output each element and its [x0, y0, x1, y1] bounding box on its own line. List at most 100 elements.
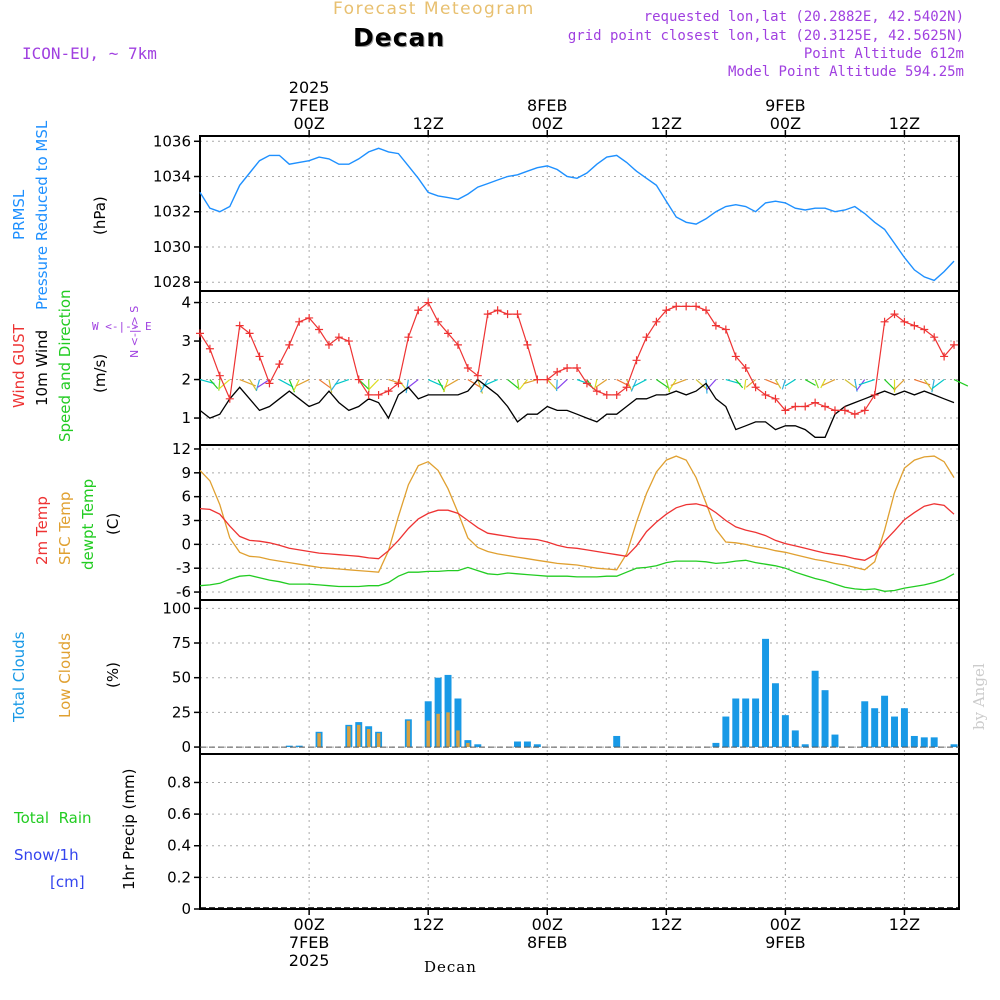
wind-direction-arrow — [923, 379, 934, 392]
wind-direction-arrow — [743, 379, 747, 390]
wind-direction-arrow — [667, 379, 677, 392]
bottom-time-label: 00Z — [532, 915, 563, 934]
total-cloud-bar — [285, 745, 293, 748]
wind-gust-point — [781, 406, 790, 415]
wind-direction-arrow — [632, 379, 647, 388]
low-cloud-bar — [426, 720, 430, 748]
top-time-label: 9FEB — [765, 96, 805, 115]
temperature-ytick-label: 12 — [172, 440, 191, 458]
t2m-line — [199, 503, 955, 561]
wind-gust-point — [225, 394, 234, 403]
total-cloud-bar — [801, 744, 809, 748]
bottom-time-label: 2025 — [289, 951, 330, 970]
wind-gust-point — [275, 360, 284, 369]
wind-gust-point — [741, 364, 750, 372]
wind-gust-point — [910, 321, 919, 330]
wind-ytick-label: 2 — [181, 371, 191, 389]
bottom-time-label: 12Z — [651, 915, 682, 934]
wind-gust-point — [940, 352, 949, 361]
wind-gust-point — [672, 302, 681, 311]
footer-location: Decan — [424, 958, 477, 976]
total-cloud-bar — [434, 677, 442, 748]
low-cloud-bar — [366, 729, 371, 748]
wind-gust-point — [791, 402, 800, 411]
low-cloud-bar — [317, 733, 321, 748]
total-cloud-bar — [821, 690, 829, 748]
wind-direction-arrow — [735, 379, 744, 389]
wind-gust-point — [503, 310, 512, 319]
temperature-ytick-label: 6 — [181, 488, 191, 506]
dewpt-line — [199, 559, 955, 592]
wind-gust-point — [920, 325, 929, 334]
wind-gust-point — [821, 402, 830, 411]
wind-gust-point — [880, 317, 889, 326]
bottom-time-label: 00Z — [293, 915, 324, 934]
low-cloud-bar — [436, 713, 440, 748]
wind-ytick-label: 3 — [181, 332, 191, 350]
precipitation-ytick-label: 0.8 — [167, 773, 191, 791]
rain-label: Total Rain — [14, 809, 92, 827]
total-cloud-bar — [613, 735, 621, 748]
wind-direction-arrow — [781, 379, 786, 390]
temperature-ytick-label: -3 — [176, 559, 191, 577]
wind-direction-arrow — [670, 378, 687, 386]
wind-gust-point — [255, 352, 264, 361]
temperature-ytick-label: -6 — [176, 583, 191, 601]
wind-direction-arrow — [546, 379, 557, 390]
wind-gust-point — [930, 333, 939, 342]
wind-gust-point — [394, 379, 403, 388]
wind-direction-arrow — [444, 379, 459, 389]
wind-gust-point — [702, 306, 710, 315]
clouds-ytick-label: 25 — [172, 703, 191, 721]
temperature-ytick-label: 3 — [181, 512, 191, 530]
pressure-ytick-label: 1028 — [153, 273, 191, 291]
wind-gust-point — [364, 390, 373, 399]
total-cloud-bar — [950, 744, 958, 748]
top-time-label: 12Z — [651, 114, 682, 133]
total-cloud-bar — [732, 698, 740, 748]
wind-gust-point — [463, 364, 472, 372]
wind-gust-point — [771, 394, 780, 403]
wind-gust-point — [830, 406, 839, 415]
bottom-time-label: 7FEB — [289, 933, 329, 952]
wind-direction-arrow — [557, 379, 568, 389]
wind-gust-point — [602, 390, 611, 399]
wind-direction-arrow — [804, 379, 816, 386]
wind-gust-point — [582, 379, 591, 388]
wind-direction-arrow — [931, 379, 945, 389]
wind-direction-arrow — [330, 379, 340, 391]
top-time-label: 12Z — [889, 114, 920, 133]
total-cloud-bar — [781, 715, 789, 748]
wind-gust-point — [662, 306, 671, 315]
wind-gust-point — [652, 317, 661, 326]
wind-gust-point — [731, 352, 740, 361]
wind-gust-point — [573, 364, 582, 372]
wind-gust-point — [196, 329, 204, 338]
wind-direction-arrow — [784, 379, 796, 387]
wind-direction-arrow — [523, 378, 538, 385]
wind-gust-point — [543, 375, 552, 384]
bottom-time-label: 00Z — [770, 915, 801, 934]
wind-gust-point — [950, 340, 959, 349]
wind-gust-point — [523, 340, 532, 349]
wind-direction-arrow — [368, 379, 380, 390]
wind-gust-point — [692, 302, 701, 311]
bottom-time-label: 9FEB — [765, 933, 805, 952]
wind-direction-arrow — [279, 379, 294, 388]
top-time-label: 00Z — [293, 114, 324, 133]
wind-gust-point — [215, 371, 224, 380]
total-cloud-bar — [891, 716, 898, 748]
chart-title: Decan — [353, 23, 446, 52]
wind-gust-point — [860, 406, 869, 415]
wind-direction-arrow — [318, 379, 332, 389]
temperature-ytick-label: 9 — [181, 464, 191, 482]
snow-label: Snow/1h — [14, 846, 79, 864]
wind-gust-point — [682, 302, 691, 311]
wind-gust-point — [751, 383, 760, 392]
wind-direction-arrow — [507, 379, 519, 389]
wind-direction-arrow — [953, 379, 969, 387]
wind-gust-point — [533, 375, 542, 384]
clouds-ytick-label: 100 — [162, 599, 191, 617]
total-cloud-bar — [295, 745, 303, 748]
